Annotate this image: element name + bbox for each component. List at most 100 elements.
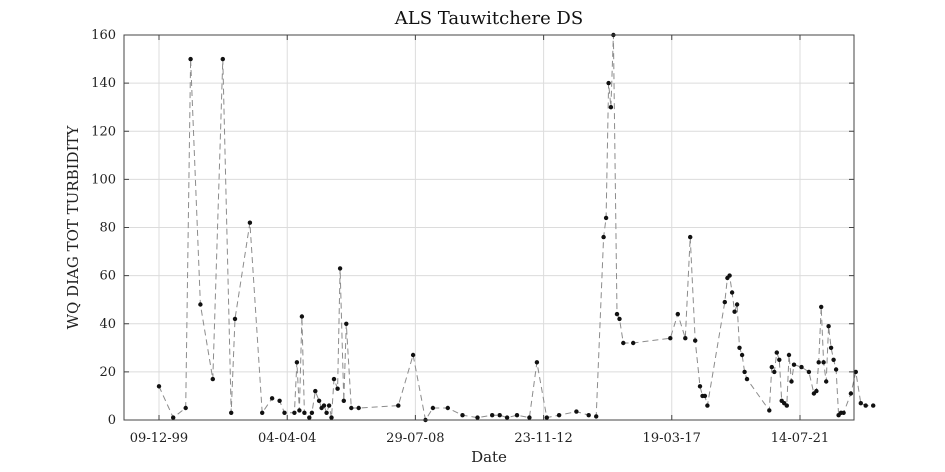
data-point (210, 376, 215, 382)
data-point (302, 410, 307, 415)
x-tick-label: 23-11-12 (514, 431, 572, 446)
data-point (220, 56, 225, 62)
y-tick-label: 60 (99, 269, 116, 284)
data-point (544, 415, 549, 420)
data-point (331, 376, 337, 382)
data-point (767, 408, 772, 413)
data-point (316, 398, 322, 403)
x-tick-label: 14-07-21 (771, 431, 829, 446)
x-axis-title: Date (471, 448, 507, 466)
data-point (705, 403, 710, 408)
data-point (668, 336, 673, 341)
data-point (858, 401, 863, 406)
data-point (841, 410, 846, 415)
data-point (188, 56, 193, 62)
data-point (396, 403, 401, 408)
data-point (337, 266, 343, 271)
data-points (156, 32, 876, 423)
y-axis-title: WQ DIAG TOT TURBIDITY (64, 124, 82, 329)
data-point (313, 388, 318, 394)
x-tick-label: 04-04-04 (258, 431, 316, 446)
chart-title: ALS Tauwitchere DS (394, 8, 583, 29)
y-tick-label: 0 (108, 413, 116, 428)
data-point (739, 352, 745, 358)
data-point (460, 413, 465, 418)
data-point (863, 403, 868, 408)
data-point (349, 405, 354, 411)
grid (124, 35, 854, 420)
data-point (586, 413, 591, 418)
data-point (171, 415, 176, 420)
data-point (608, 105, 614, 110)
data-point (631, 340, 636, 346)
data-point (292, 410, 297, 415)
data-point (277, 398, 282, 403)
data-point (819, 304, 824, 310)
data-point (688, 234, 693, 240)
x-tick-label: 19-03-17 (643, 431, 701, 446)
data-point (729, 290, 735, 295)
data-point (826, 324, 831, 329)
data-point (621, 340, 626, 346)
data-point (321, 403, 327, 408)
x-tick-label: 29-07-08 (386, 431, 444, 446)
data-point (734, 302, 740, 307)
data-point (299, 314, 305, 319)
data-point (534, 360, 540, 365)
data-point (341, 398, 346, 403)
data-point (732, 309, 737, 314)
data-point (784, 403, 789, 408)
data-point (848, 391, 854, 396)
data-point (833, 367, 839, 372)
data-point (514, 413, 520, 418)
data-point (799, 364, 804, 370)
data-point (335, 386, 340, 391)
data-point (198, 302, 203, 307)
data-point (329, 415, 334, 420)
data-point (722, 299, 727, 305)
data-point (356, 405, 361, 411)
data-point (601, 234, 606, 240)
data-point (156, 384, 162, 389)
data-point (490, 413, 495, 418)
data-point (260, 410, 265, 415)
data-point (777, 357, 782, 362)
data-point (769, 364, 774, 370)
data-point (297, 408, 302, 413)
data-point (697, 384, 703, 389)
data-point (727, 273, 732, 278)
y-tick-label: 160 (91, 28, 116, 43)
data-point (497, 413, 502, 418)
data-point (821, 360, 826, 365)
series-line (158, 34, 874, 422)
y-tick-label: 40 (99, 317, 116, 332)
data-point (594, 414, 599, 419)
data-point (828, 345, 834, 350)
data-point (247, 220, 253, 225)
data-point (307, 415, 312, 420)
y-tick-label: 80 (99, 221, 116, 236)
data-point (269, 396, 275, 401)
data-point (527, 415, 532, 420)
data-point (744, 376, 750, 382)
data-point (683, 336, 688, 341)
data-point (806, 369, 812, 375)
data-point (603, 215, 609, 221)
data-point (232, 316, 238, 322)
y-tick-label: 20 (99, 365, 116, 380)
data-point (742, 369, 747, 375)
data-point (309, 410, 315, 415)
data-point (831, 357, 836, 362)
data-point (791, 362, 797, 367)
data-point (816, 360, 821, 365)
y-tick-label: 140 (91, 76, 116, 91)
axis-ticks: 0 20 40 60 80 100 120 140 160 09-12-99 04-04-04 29-… (91, 28, 854, 446)
data-point (814, 388, 819, 394)
data-point (606, 80, 611, 86)
data-point (430, 405, 436, 411)
data-point (282, 410, 287, 415)
data-point (410, 352, 416, 358)
data-point (183, 405, 188, 411)
data-point (326, 403, 332, 408)
